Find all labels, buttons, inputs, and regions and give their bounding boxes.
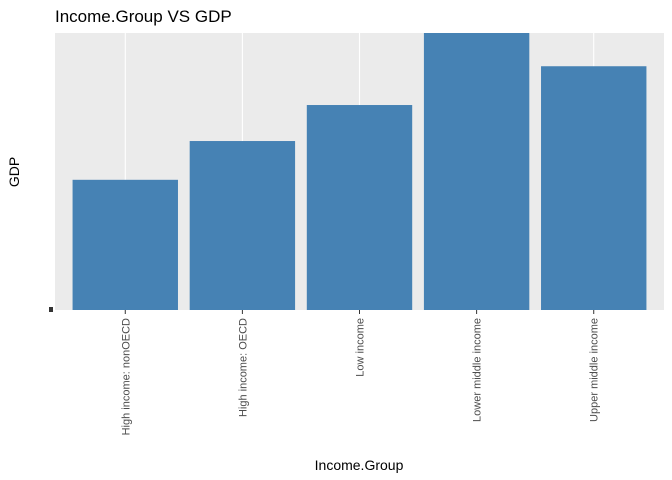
x-tick-label: Lower middle income bbox=[472, 318, 484, 422]
x-axis: High income: nonOECD High income: OECD Low… bbox=[120, 310, 601, 435]
bar bbox=[423, 33, 530, 310]
x-axis-title: Income.Group bbox=[315, 457, 404, 473]
bars-group bbox=[72, 33, 647, 311]
bar bbox=[189, 141, 296, 310]
bar bbox=[72, 179, 178, 310]
x-tick-label: Low income bbox=[355, 318, 367, 377]
x-tick-label: High income: nonOECD bbox=[120, 318, 132, 435]
y-tick bbox=[49, 307, 53, 312]
y-axis bbox=[49, 307, 53, 312]
chart-title: Income.Group VS GDP bbox=[55, 7, 232, 26]
x-tick-label: High income: OECD bbox=[237, 318, 249, 417]
y-axis-title: GDP bbox=[6, 157, 22, 187]
x-tick-label: Upper middle income bbox=[589, 318, 601, 422]
bar bbox=[541, 66, 647, 311]
bar bbox=[306, 105, 413, 311]
